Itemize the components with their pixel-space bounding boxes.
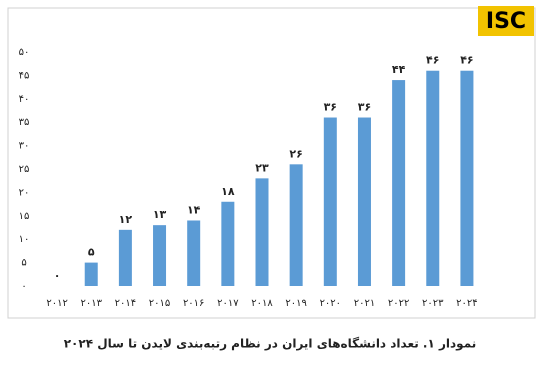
x-tick-label: ۲۰۱۷ [217, 298, 239, 309]
y-tick-label: ۵۰ [19, 47, 30, 58]
bar [153, 225, 167, 286]
value-label: ۰ [54, 269, 61, 282]
x-tick-label: ۲۰۲۲ [388, 298, 409, 309]
x-tick-label: ۲۰۱۳ [80, 298, 102, 309]
y-tick-label: ۲۵ [19, 164, 30, 175]
y-tick-label: ۳۰ [19, 141, 30, 152]
x-tick-label: ۲۰۱۲ [46, 298, 67, 309]
y-tick-label: ۵ [21, 258, 26, 269]
bar [357, 117, 371, 287]
value-label: ۴۴ [392, 63, 406, 76]
value-label: ۱۸ [221, 185, 235, 198]
bar [255, 178, 269, 286]
y-tick-label: ۲۰ [19, 187, 30, 198]
value-label: ۲۳ [255, 161, 269, 174]
value-label: ۱۲ [119, 213, 133, 226]
value-label: ۴۶ [460, 54, 473, 67]
bar [187, 220, 201, 286]
value-label: ۵ [88, 246, 95, 259]
x-tick-label: ۲۰۱۵ [149, 298, 170, 309]
x-tick-label: ۲۰۲۴ [456, 298, 477, 309]
bar [392, 80, 406, 286]
bar [84, 262, 98, 286]
chart-title: نمودار ۱. تعداد دانشگاه‌های ایران در نظا… [64, 337, 477, 352]
value-label: ۱۳ [153, 208, 167, 221]
y-tick-label: ۴۰ [19, 94, 30, 105]
y-tick-label: ۳۵ [19, 117, 30, 128]
y-tick-label: ۰ [21, 281, 26, 292]
value-label: ۲۶ [289, 147, 302, 160]
bar [460, 70, 474, 286]
bar [289, 164, 303, 286]
y-tick-label: ۱۵ [19, 211, 30, 222]
logo: ISC [486, 9, 526, 34]
x-tick-label: ۲۰۲۰ [320, 298, 341, 309]
logo-bg [478, 6, 534, 36]
value-label: ۴۶ [426, 54, 439, 67]
x-tick-label: ۲۰۱۹ [285, 298, 306, 309]
value-label: ۳۶ [358, 101, 371, 114]
value-label: ۳۶ [324, 101, 337, 114]
x-tick-label: ۲۰۱۴ [115, 298, 136, 309]
x-tick-label: ۲۰۱۸ [251, 298, 273, 309]
y-tick-label: ۱۰ [19, 234, 30, 245]
bar [426, 70, 440, 286]
bar [118, 229, 132, 286]
x-tick-label: ۲۰۲۳ [422, 298, 444, 309]
bar [323, 117, 337, 287]
y-tick-label: ۴۵ [19, 70, 30, 81]
value-label: ۱۴ [187, 203, 201, 216]
x-tick-label: ۲۰۲۱ [354, 298, 375, 309]
bar [221, 201, 235, 286]
x-tick-label: ۲۰۱۶ [183, 298, 204, 309]
